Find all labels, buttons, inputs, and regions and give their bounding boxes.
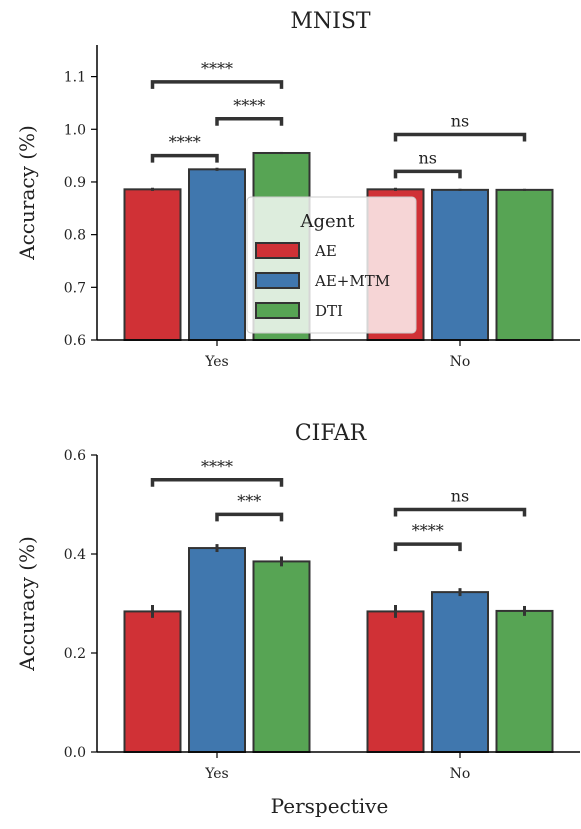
x-tick-label: No xyxy=(450,354,471,370)
significance-bracket xyxy=(393,542,462,552)
bar-ae-mtm-yes xyxy=(188,547,246,753)
significance-label: *** xyxy=(237,491,261,510)
significance-bracket xyxy=(150,478,284,487)
y-tick-label: 0.4 xyxy=(64,547,86,563)
significance-label: **** xyxy=(233,96,265,115)
significance-bracket xyxy=(393,169,462,179)
y-tick-label: 0.0 xyxy=(64,745,86,761)
y-axis-label: Accuracy (%) xyxy=(15,536,39,672)
y-axis-label: Accuracy (%) xyxy=(15,125,39,261)
y-tick-label: 1.1 xyxy=(64,70,86,86)
bar-dti-no xyxy=(495,188,554,341)
bar-ae-no xyxy=(366,610,425,753)
x-tick-label: No xyxy=(450,766,471,782)
y-tick-label: 0.6 xyxy=(64,448,86,464)
chart-panel-cifar: CIFAR Accuracy (%) Perspective 0.0 0.2 0.4 0.6… xyxy=(15,421,580,818)
significance-bracket xyxy=(393,132,527,142)
x-axis-label: Perspective xyxy=(271,794,389,818)
bar-dti-yes xyxy=(252,560,311,753)
y-tick-label: 1.0 xyxy=(64,122,86,138)
bar-ae-mtm-yes xyxy=(188,168,246,341)
significance-bracket xyxy=(150,153,219,163)
chart-title: MNIST xyxy=(290,9,371,34)
bar-ae-mtm-no xyxy=(431,591,489,753)
bar-ae-yes xyxy=(123,610,182,753)
y-tick-label: 0.9 xyxy=(64,175,86,191)
y-tick-label: 0.8 xyxy=(64,228,86,244)
legend-label: DTI xyxy=(315,302,343,320)
significance-label: **** xyxy=(169,133,201,152)
significance-bracket xyxy=(215,512,284,522)
significance-bracket xyxy=(393,507,527,517)
significance-label: ns xyxy=(418,148,437,167)
bar-ae-mtm-no xyxy=(431,188,489,341)
legend-swatch-dti xyxy=(255,302,300,319)
significance-label: ns xyxy=(451,112,470,131)
y-tick-label: 0.7 xyxy=(64,280,86,296)
legend-title: Agent xyxy=(300,211,356,232)
significance-label: **** xyxy=(412,521,444,540)
x-tick-label: Yes xyxy=(204,766,229,782)
bar-dti-no xyxy=(495,609,554,753)
legend-label: AE+MTM xyxy=(314,272,390,290)
y-tick-label: 0.6 xyxy=(64,333,86,349)
significance-label: **** xyxy=(201,457,233,476)
legend: Agent AE AE+MTM DTI xyxy=(246,196,417,334)
x-tick-label: Yes xyxy=(204,354,229,370)
legend-swatch-ae-mtm xyxy=(255,272,300,289)
y-tick-label: 0.2 xyxy=(64,646,86,662)
significance-bracket xyxy=(150,80,284,89)
legend-label: AE xyxy=(314,242,337,260)
significance-bracket xyxy=(215,117,284,126)
chart-panel-mnist: MNIST Accuracy (%) 0.6 0.7 0.8 0.9 1.0 1.1 Yes No… xyxy=(15,9,580,370)
legend-swatch-ae xyxy=(255,242,300,259)
bar-ae-yes xyxy=(123,188,182,341)
chart-title: CIFAR xyxy=(295,421,368,446)
legend-box xyxy=(246,196,417,334)
significance-label: ns xyxy=(451,486,470,505)
significance-label: **** xyxy=(201,59,233,78)
